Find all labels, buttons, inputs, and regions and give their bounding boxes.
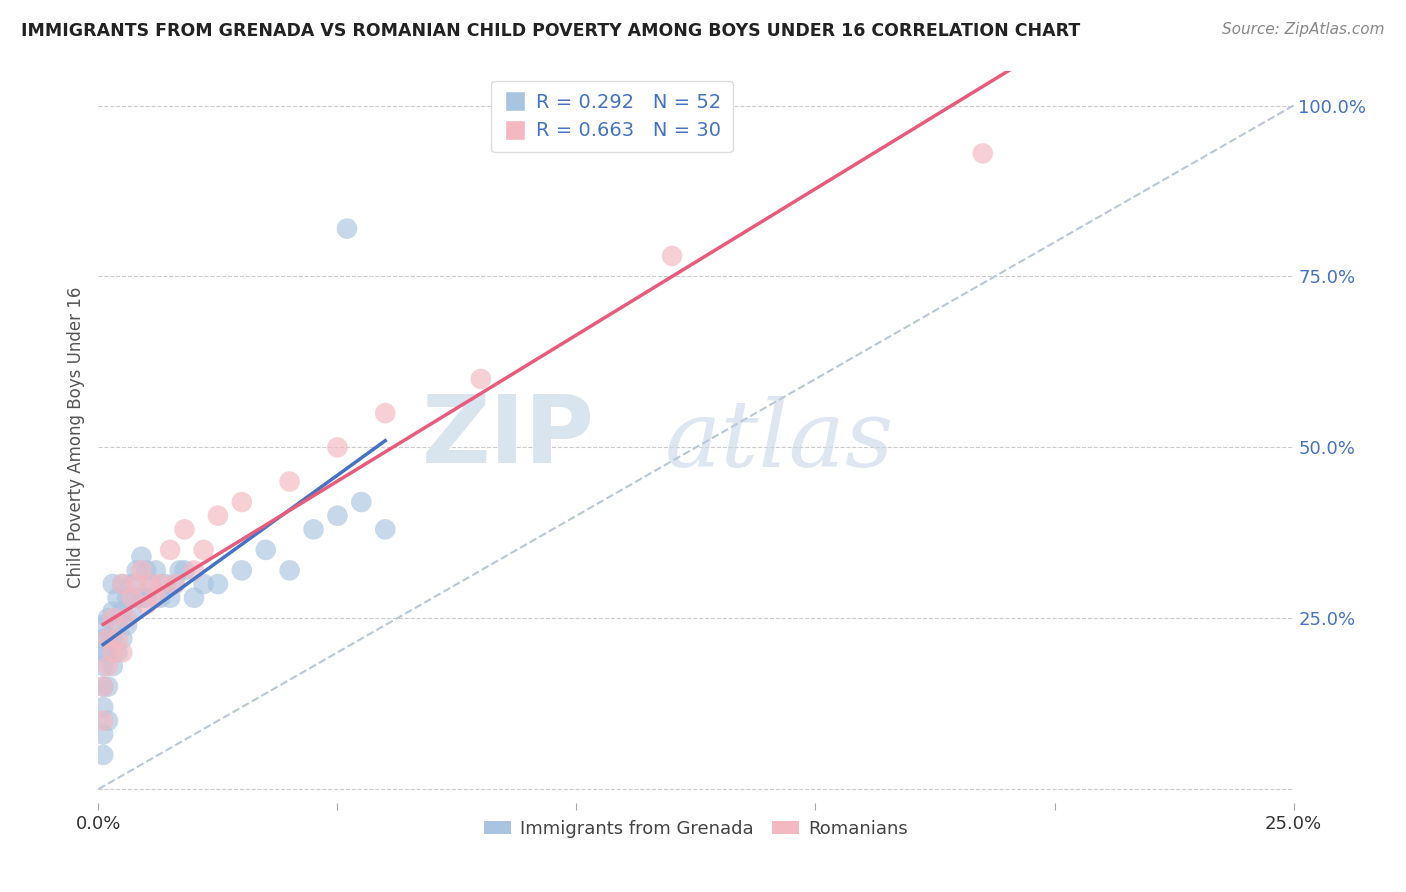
Point bbox=[470, 372, 492, 386]
Point bbox=[121, 577, 143, 591]
Point bbox=[125, 563, 148, 577]
Point bbox=[131, 591, 153, 605]
Point bbox=[159, 542, 181, 557]
Point bbox=[115, 611, 138, 625]
Point bbox=[91, 659, 114, 673]
Text: atlas: atlas bbox=[665, 396, 894, 486]
Point bbox=[173, 563, 195, 577]
Point bbox=[101, 577, 124, 591]
Point bbox=[155, 577, 177, 591]
Point bbox=[350, 495, 373, 509]
Text: ZIP: ZIP bbox=[422, 391, 595, 483]
Point bbox=[131, 563, 153, 577]
Point bbox=[115, 591, 138, 605]
Point bbox=[159, 591, 181, 605]
Point bbox=[111, 604, 134, 618]
Point bbox=[97, 632, 120, 646]
Point bbox=[111, 632, 134, 646]
Point bbox=[163, 577, 186, 591]
Point bbox=[135, 598, 157, 612]
Point bbox=[91, 747, 114, 762]
Point bbox=[278, 563, 301, 577]
Point bbox=[97, 714, 120, 728]
Point bbox=[97, 611, 120, 625]
Point bbox=[97, 632, 120, 646]
Point bbox=[149, 591, 172, 605]
Point bbox=[101, 645, 124, 659]
Point bbox=[145, 591, 167, 605]
Point bbox=[125, 591, 148, 605]
Point bbox=[121, 591, 143, 605]
Point bbox=[326, 440, 349, 454]
Point bbox=[231, 495, 253, 509]
Point bbox=[254, 542, 277, 557]
Point bbox=[135, 591, 157, 605]
Point bbox=[972, 146, 994, 161]
Text: IMMIGRANTS FROM GRENADA VS ROMANIAN CHILD POVERTY AMONG BOYS UNDER 16 CORRELATIO: IMMIGRANTS FROM GRENADA VS ROMANIAN CHIL… bbox=[21, 22, 1080, 40]
Point bbox=[101, 604, 124, 618]
Point bbox=[125, 577, 148, 591]
Point bbox=[91, 645, 114, 659]
Point bbox=[149, 577, 172, 591]
Point bbox=[374, 406, 396, 420]
Point bbox=[97, 645, 120, 659]
Point bbox=[101, 611, 124, 625]
Point bbox=[139, 577, 162, 591]
Point bbox=[207, 508, 229, 523]
Point bbox=[91, 632, 114, 646]
Point bbox=[111, 645, 134, 659]
Point bbox=[207, 577, 229, 591]
Point bbox=[101, 632, 124, 646]
Point bbox=[374, 522, 396, 536]
Point bbox=[131, 549, 153, 564]
Point bbox=[139, 577, 162, 591]
Point bbox=[121, 604, 143, 618]
Y-axis label: Child Poverty Among Boys Under 16: Child Poverty Among Boys Under 16 bbox=[66, 286, 84, 588]
Point bbox=[193, 577, 215, 591]
Point bbox=[91, 700, 114, 714]
Point bbox=[91, 680, 114, 694]
Point bbox=[145, 563, 167, 577]
Point bbox=[183, 591, 205, 605]
Point bbox=[231, 563, 253, 577]
Point bbox=[101, 659, 124, 673]
Point bbox=[91, 727, 114, 741]
Point bbox=[91, 618, 114, 632]
Point bbox=[111, 577, 134, 591]
Point bbox=[169, 563, 191, 577]
Point bbox=[193, 542, 215, 557]
Point bbox=[326, 508, 349, 523]
Point bbox=[135, 563, 157, 577]
Point bbox=[107, 632, 129, 646]
Point bbox=[91, 680, 114, 694]
Point bbox=[107, 591, 129, 605]
Point bbox=[336, 221, 359, 235]
Text: Source: ZipAtlas.com: Source: ZipAtlas.com bbox=[1222, 22, 1385, 37]
Point bbox=[302, 522, 325, 536]
Legend: Immigrants from Grenada, Romanians: Immigrants from Grenada, Romanians bbox=[477, 813, 915, 845]
Point bbox=[97, 659, 120, 673]
Point bbox=[278, 475, 301, 489]
Point bbox=[107, 618, 129, 632]
Point bbox=[115, 618, 138, 632]
Point bbox=[183, 563, 205, 577]
Point bbox=[107, 645, 129, 659]
Point bbox=[163, 577, 186, 591]
Point bbox=[661, 249, 683, 263]
Point bbox=[91, 714, 114, 728]
Point bbox=[173, 522, 195, 536]
Point bbox=[97, 680, 120, 694]
Point bbox=[111, 577, 134, 591]
